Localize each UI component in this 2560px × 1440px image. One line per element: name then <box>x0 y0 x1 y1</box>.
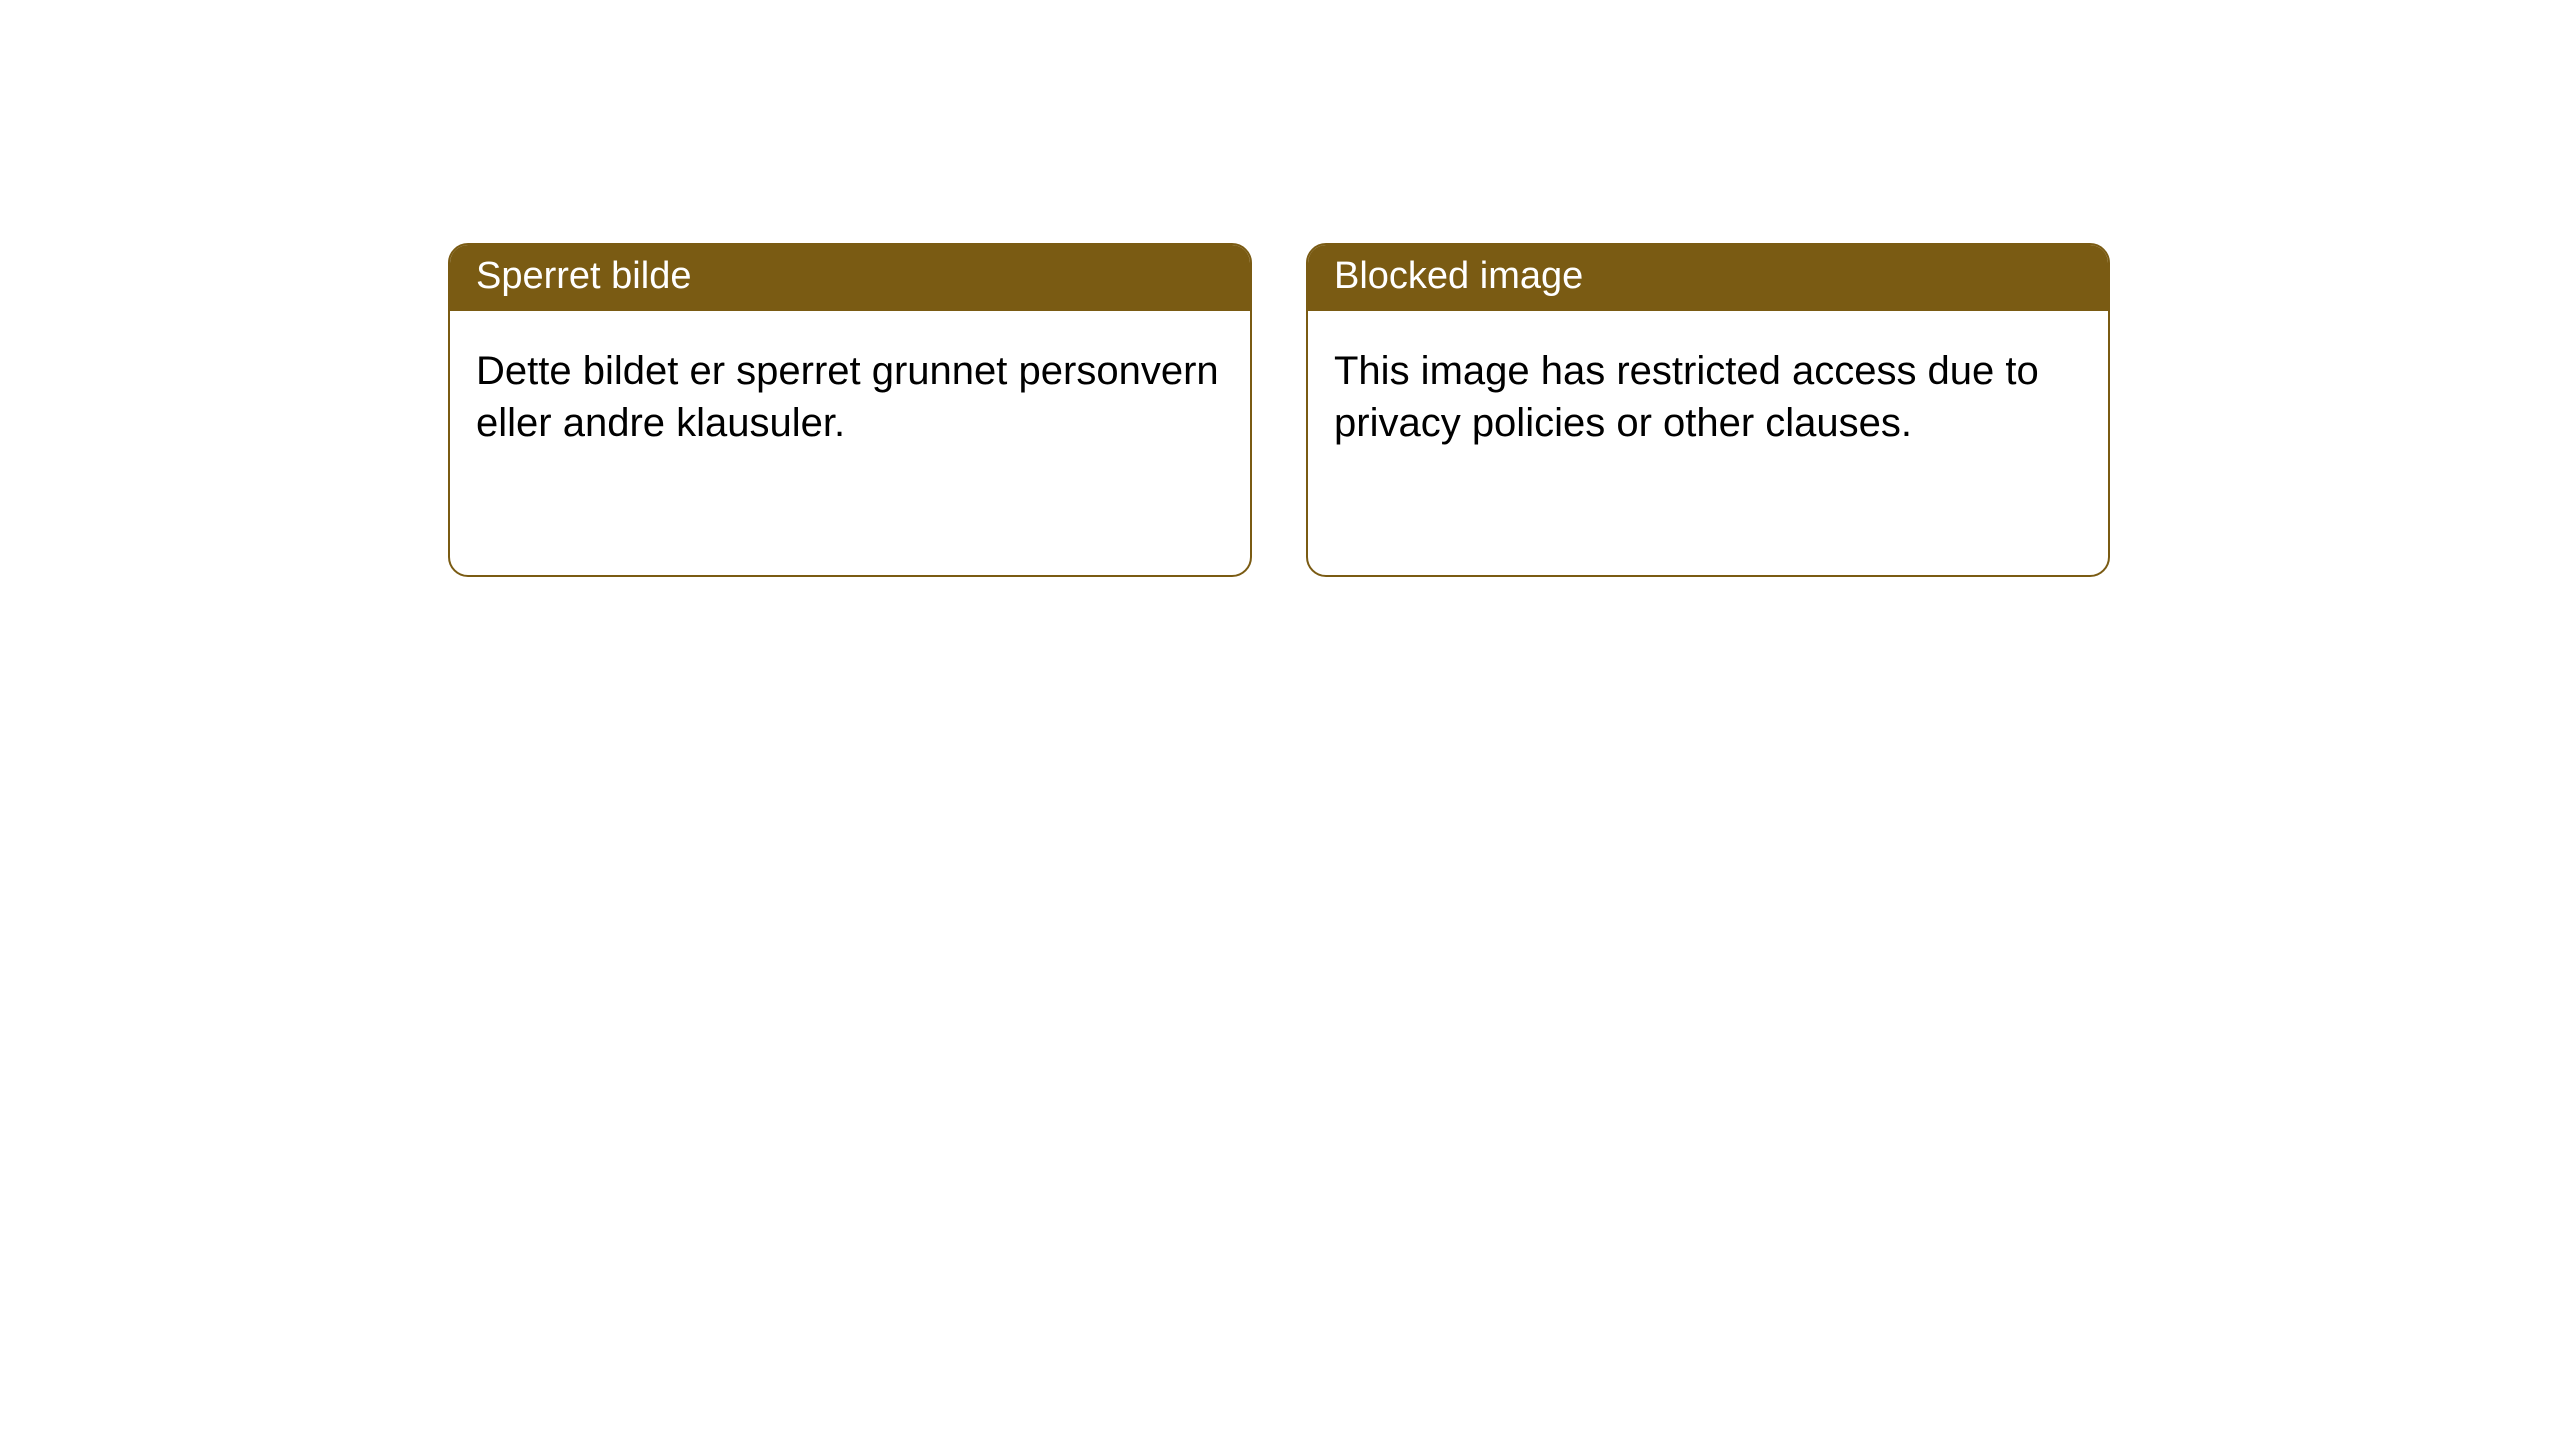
blocked-image-card-en: Blocked image This image has restricted … <box>1306 243 2110 577</box>
cards-container: Sperret bilde Dette bildet er sperret gr… <box>0 0 2560 577</box>
card-header: Sperret bilde <box>450 245 1250 311</box>
card-body: This image has restricted access due to … <box>1308 311 2108 475</box>
blocked-image-card-no: Sperret bilde Dette bildet er sperret gr… <box>448 243 1252 577</box>
card-body: Dette bildet er sperret grunnet personve… <box>450 311 1250 475</box>
card-header: Blocked image <box>1308 245 2108 311</box>
